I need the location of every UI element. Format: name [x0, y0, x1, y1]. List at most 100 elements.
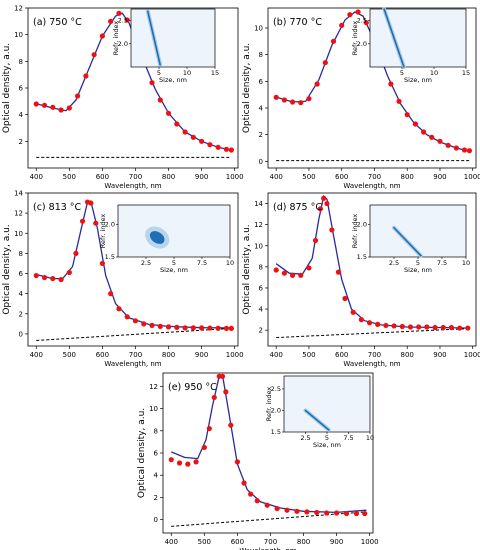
data-point: [174, 324, 180, 330]
data-point: [66, 269, 72, 276]
data-point: [424, 324, 430, 330]
data-point: [50, 104, 56, 110]
data-point: [329, 227, 335, 233]
inset-frame: [369, 8, 467, 68]
data-point: [207, 325, 213, 331]
data-point: [324, 200, 330, 207]
data-point: [358, 317, 364, 323]
data-point: [201, 444, 207, 451]
data-point: [388, 81, 394, 87]
inset-chart: 5 10 15 2.0 2.5 Size, nm Refr. index: [112, 8, 219, 84]
inset-y-tick-label: 2.0: [357, 221, 367, 229]
inset-x-tick-label: 2.5: [389, 259, 399, 267]
y-tick-label: 4: [259, 105, 264, 113]
x-axis-label: Wavelength, nm: [104, 182, 161, 190]
inset-y-tick-label: 2.0: [271, 406, 281, 414]
fit-curve: [275, 194, 470, 329]
x-tick-label: 500: [302, 351, 315, 359]
data-point: [432, 324, 438, 331]
data-point: [215, 144, 221, 150]
y-tick-label: 0: [154, 516, 158, 524]
y-tick-label: 4: [259, 306, 264, 314]
data-point: [453, 145, 459, 151]
data-point: [440, 324, 446, 331]
panel-title: (d) 875 °C: [273, 202, 322, 213]
y-axis-label: Optical density, a.u.: [137, 408, 147, 498]
inset-x-tick-label: 10: [183, 69, 191, 77]
data-point: [124, 17, 130, 23]
data-point: [190, 325, 196, 331]
data-point: [223, 146, 230, 152]
chart-panel-2: 400 500 600 700 800 900 1000 0 2 4 6 8 10 Wavelength,…: [242, 7, 480, 190]
data-point: [289, 99, 296, 105]
data-point: [193, 459, 199, 465]
data-point: [420, 129, 427, 135]
data-point: [445, 142, 451, 148]
inset-distribution-streak: [304, 409, 330, 431]
x-tick-label: 600: [96, 173, 109, 181]
y-tick-label: 0: [19, 330, 23, 338]
inset-x-tick-label: 7.5: [197, 259, 207, 267]
x-tick-label: 800: [401, 351, 414, 359]
data-point: [399, 323, 405, 330]
x-tick-label: 700: [264, 538, 277, 546]
inset-frame: [283, 375, 371, 433]
y-tick-label: 10: [149, 405, 158, 413]
panel-title: (c) 813 °C: [33, 202, 82, 213]
x-tick-label: 800: [401, 173, 414, 181]
data-point: [211, 394, 217, 401]
y-tick-label: 0: [259, 158, 263, 166]
data-point: [149, 80, 155, 86]
inset-y-axis-label: Refr. index: [351, 214, 359, 249]
x-tick-label: 600: [335, 351, 348, 359]
inset-distribution-streak: [393, 226, 422, 257]
inset-distribution-streak: [147, 10, 161, 66]
x-tick-label: 1000: [226, 173, 244, 181]
data-point: [83, 73, 89, 79]
x-tick-label: 700: [129, 173, 142, 181]
chart-panel-5: 400 500 600 700 800 900 1000 0 2 4 6 8 10 12 Wavelengt…: [137, 372, 379, 550]
data-point: [448, 324, 455, 331]
y-tick-label: 14: [254, 200, 263, 208]
x-tick-label: 1000: [361, 538, 379, 546]
inset-y-axis-label: Refr. index: [351, 21, 359, 56]
inset-x-tick-label: 5: [157, 69, 161, 77]
data-point: [353, 510, 360, 517]
data-point: [284, 507, 290, 513]
data-point: [306, 96, 312, 102]
data-point: [317, 206, 324, 212]
data-point: [79, 218, 86, 224]
inset-frame: [130, 8, 216, 68]
data-point: [108, 18, 114, 24]
inset-chart: 2.5 5 7.5 10 1.5 2.0 Size, nm Refr. index: [351, 204, 470, 274]
data-point: [165, 110, 172, 116]
y-axis-label: Optical density, a.u.: [242, 43, 252, 133]
baseline-dashed-line: [171, 511, 367, 527]
y-tick-label: 12: [14, 210, 23, 218]
x-tick-label: 1000: [464, 173, 480, 181]
data-point: [404, 112, 410, 118]
inset-frame: [117, 204, 231, 258]
data-point: [383, 322, 389, 329]
data-point: [234, 459, 241, 465]
data-point: [273, 94, 279, 100]
data-point: [149, 322, 155, 328]
x-tick-label: 500: [198, 538, 211, 546]
x-tick-label: 500: [63, 351, 76, 359]
x-tick-label: 900: [195, 173, 208, 181]
inset-x-axis-label: Size, nm: [160, 266, 188, 274]
y-tick-label: 10: [14, 31, 23, 39]
inset-x-tick-label: 15: [211, 69, 219, 77]
data-point: [281, 97, 287, 103]
data-point: [241, 480, 247, 486]
data-point: [304, 509, 310, 515]
y-tick-label: 14: [14, 190, 23, 198]
y-tick-label: 2: [154, 494, 158, 502]
data-point: [350, 309, 356, 315]
data-point: [190, 134, 196, 140]
y-tick-label: 4: [154, 472, 159, 480]
inset-x-axis-label: Size, nm: [404, 266, 432, 274]
data-point: [314, 509, 320, 516]
